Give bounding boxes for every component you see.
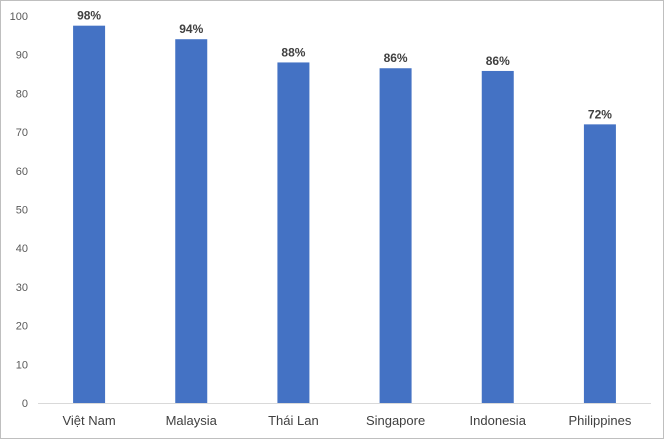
bars [73, 25, 616, 404]
x-tick-label: Singapore [366, 413, 425, 428]
x-tick-label: Indonesia [470, 413, 527, 428]
y-tick-label: 70 [16, 127, 28, 139]
y-tick-label: 40 [16, 243, 28, 255]
labels: 98% Việt Nam 94% Malaysia 88% Thái Lan 86% Sing… [62, 9, 631, 428]
x-tick-label: Thái Lan [268, 413, 319, 428]
bar [73, 25, 106, 404]
y-tick-label: 90 [16, 50, 28, 62]
axes: 0 10 20 30 40 50 60 70 80 90 100 [10, 11, 651, 410]
bar [277, 62, 310, 403]
x-tick-label: Malaysia [166, 413, 218, 428]
data-label: 86% [384, 51, 408, 65]
bar [583, 124, 616, 404]
bar [175, 39, 208, 403]
y-tick-label: 100 [10, 11, 28, 23]
data-label: 86% [486, 54, 510, 68]
data-label: 88% [281, 45, 305, 59]
y-tick-label: 80 [16, 88, 28, 100]
y-tick-label: 30 [16, 282, 28, 294]
y-tick-label: 50 [16, 205, 28, 217]
bar [379, 68, 412, 404]
bar [481, 70, 514, 403]
x-tick-label: Việt Nam [62, 413, 115, 428]
data-label: 94% [179, 22, 203, 36]
data-label: 72% [588, 107, 612, 121]
y-tick-label: 10 [16, 359, 28, 371]
y-tick-label: 20 [16, 321, 28, 333]
y-tick-label: 60 [16, 166, 28, 178]
data-label: 98% [77, 9, 101, 23]
y-tick-label: 0 [22, 398, 28, 410]
x-tick-label: Philippines [568, 413, 631, 428]
